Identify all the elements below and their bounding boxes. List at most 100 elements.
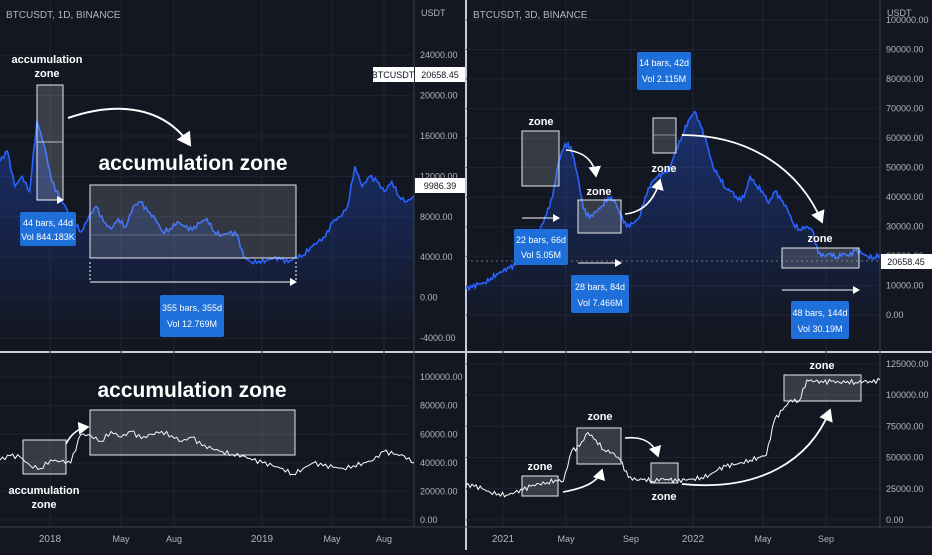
right-ind-zone-3: zone (651, 491, 676, 503)
left-box1-info (20, 212, 76, 246)
right-last-price-box (881, 254, 932, 269)
left-price-tick-5: 4000.00 (420, 252, 453, 262)
left-indicator-tick-4: 20000.00 (420, 486, 458, 496)
left-box2-line2: Vol 12.769M (167, 319, 217, 329)
symbol-price-box (415, 67, 465, 82)
right-zone-label-a: zone (528, 116, 553, 128)
right-time-tick-1: May (557, 534, 575, 544)
left-indicator-tick-1: 80000.00 (420, 401, 458, 411)
right-box-c-line1: 14 bars, 42d (639, 58, 689, 68)
left-price-tick-4: 8000.00 (420, 212, 453, 222)
right-box-b-info (571, 275, 629, 313)
left-indicator-tick-0: 100000.00 (420, 372, 463, 382)
left-time-tick-3: 2019 (251, 534, 274, 545)
right-indicator-tick-1: 100000.00 (886, 390, 929, 400)
left-currency-label: USDT (421, 8, 446, 18)
right-indicator-ticks: 125000.00 100000.00 75000.00 50000.00 25000.… (886, 359, 929, 525)
left-big-zone-box[interactable] (89, 184, 297, 259)
left-price-tick-6: 0.00 (420, 293, 438, 303)
left-ind-small-label-line2: zone (31, 499, 56, 511)
left-big-zone-label: accumulation zone (98, 152, 287, 175)
right-indicator-tick-4: 25000.00 (886, 484, 924, 494)
symbol-price: 20658.45 (421, 70, 459, 80)
right-ind-arrow-3 (681, 408, 833, 487)
right-box-a-info (514, 229, 568, 265)
right-price-tick-4: 60000.00 (886, 133, 924, 143)
right-zone-box-d[interactable] (781, 247, 860, 269)
left-zone-label-line1: accumulation (12, 54, 83, 66)
left-time-tick-1: May (112, 534, 130, 544)
right-ind-arrow-1 (562, 468, 606, 493)
right-price-tick-6: 40000.00 (886, 192, 924, 202)
right-time-tick-2: Sep (623, 534, 639, 544)
right-arrow-a-to-b (565, 149, 601, 178)
right-currency-label: USDT (887, 8, 912, 18)
right-box-c-info (637, 52, 691, 90)
right-arrow-c-to-d (681, 134, 825, 224)
symbol-tag: BTCUSDT (372, 70, 415, 80)
left-price-tick-2: 16000.00 (420, 131, 458, 141)
right-indicator-tick-3: 50000.00 (886, 453, 924, 463)
right-indicator-tick-5: 0.00 (886, 515, 904, 525)
right-last-price: 20658.45 (887, 257, 925, 267)
left-indicator-line[interactable] (0, 430, 415, 476)
right-zone-label-d: zone (807, 233, 832, 245)
right-box-d-info (791, 301, 849, 339)
right-box-d-line1: 48 bars, 144d (792, 308, 847, 318)
right-zone-box-b[interactable] (577, 199, 622, 234)
right-price-tick-3: 70000.00 (886, 104, 924, 114)
right-zone-label-c: zone (651, 163, 676, 175)
right-ind-box-3[interactable] (650, 462, 679, 484)
right-ind-box-4[interactable] (783, 374, 862, 402)
left-time-ticks: 2018 May Aug 2019 May Aug (39, 534, 392, 545)
left-price-area (0, 120, 414, 338)
right-time-tick-0: 2021 (492, 534, 515, 545)
right-zone-box-a[interactable] (521, 130, 560, 187)
right-price-tick-9: 10000.00 (886, 281, 924, 291)
right-price-tick-7: 30000.00 (886, 222, 924, 232)
left-last-price: 9986.39 (424, 181, 457, 191)
left-ind-big-label: accumulation zone (97, 379, 286, 402)
left-box2-line1: 355 bars, 355d (162, 303, 222, 313)
left-ind-small-label-line1: accumulation (9, 485, 80, 497)
right-ind-box-2[interactable] (576, 427, 622, 465)
right-ind-box-1[interactable] (521, 475, 559, 497)
right-box-b-line1: 28 bars, 84d (575, 282, 625, 292)
left-ind-big-box[interactable] (89, 409, 296, 456)
right-zone-box-c[interactable] (652, 117, 677, 154)
right-price-ticks: 100000.00 90000.00 80000.00 70000.00 60000.0… (886, 15, 929, 320)
right-box-b-line2: Vol 7.466M (577, 298, 622, 308)
left-price-tick-7: -4000.00 (420, 333, 456, 343)
left-indicator-ticks: 100000.00 80000.00 60000.00 40000.00 20000.0… (420, 372, 463, 525)
right-indicator-tick-2: 75000.00 (886, 421, 924, 431)
right-box-a-line2: Vol 5.05M (521, 250, 561, 260)
right-box-d-line2: Vol 30.19M (797, 324, 842, 334)
left-price-tick-0: 24000.00 (420, 50, 458, 60)
right-arrow-b-to-c (624, 178, 664, 215)
right-price-tick-10: 0.00 (886, 310, 904, 320)
right-time-tick-4: May (754, 534, 772, 544)
left-indicator-tick-2: 60000.00 (420, 429, 458, 439)
left-small-zone-box[interactable] (36, 84, 64, 201)
right-box-a-line1: 22 bars, 66d (516, 235, 566, 245)
right-price-tick-5: 50000.00 (886, 163, 924, 173)
left-box1-line2: Vol 844.183K (21, 232, 75, 242)
left-price-ticks: 24000.00 20000.00 16000.00 12000.00 8000.00 4… (420, 50, 458, 343)
left-price-tick-3: 12000.00 (420, 171, 458, 181)
right-box-c-line2: Vol 2.115M (642, 74, 686, 84)
left-chart-header: BTCUSDT, 1D, BINANCE (6, 10, 121, 21)
left-ind-arrow (65, 421, 90, 445)
left-price-tick-1: 20000.00 (420, 91, 458, 101)
left-time-tick-5: Aug (376, 534, 392, 544)
left-time-tick-2: Aug (166, 534, 182, 544)
right-ind-zone-1: zone (527, 461, 552, 473)
left-box2-info (160, 295, 224, 337)
right-time-ticks: 2021 May Sep 2022 May Sep (492, 534, 834, 545)
right-zone-label-b: zone (586, 186, 611, 198)
left-time-tick-0: 2018 (39, 534, 62, 545)
left-ind-small-box[interactable] (22, 439, 67, 475)
right-price-tick-0: 100000.00 (886, 15, 929, 25)
right-chart-header: BTCUSDT, 3D, BINANCE (473, 10, 588, 21)
left-last-price-box (415, 178, 465, 193)
left-indicator-tick-3: 40000.00 (420, 458, 458, 468)
